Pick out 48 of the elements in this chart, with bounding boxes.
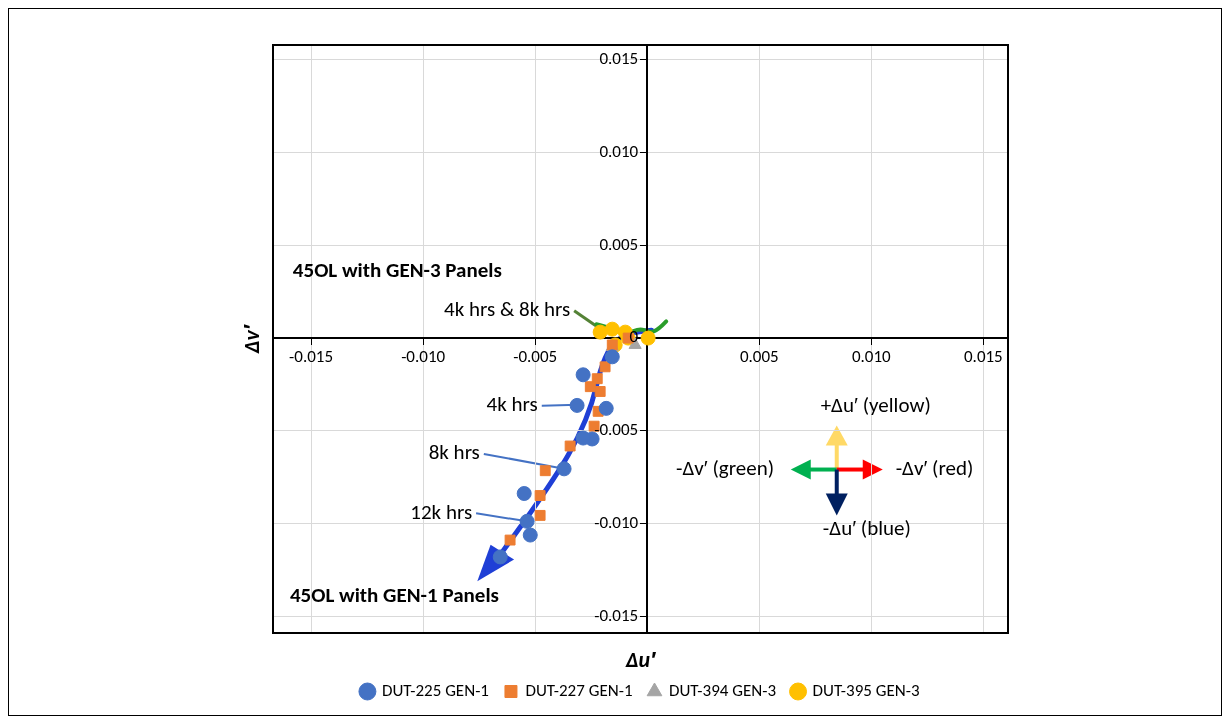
x-axis-title: Δu′ [624,645,658,673]
x-tick-label: -0.010 [401,345,446,367]
point [564,440,576,452]
x-tick-label: 0.010 [851,345,892,367]
annotation: -Δv′ (red) [895,455,974,482]
annotation: +Δu′ (yellow) [820,391,931,418]
point [604,349,620,365]
legend-label: DUT-225 GEN-1 [381,679,489,701]
point [640,330,656,346]
y-axis-title: Δv′ [237,323,265,355]
point [575,367,591,383]
x-tick-label: 0.005 [739,345,779,367]
point [599,361,611,373]
point [534,509,546,521]
y-tick-label: 0.010 [599,140,639,162]
annotation: -Δu′ (blue) [822,514,911,541]
point [575,430,591,446]
y-tick-label: -0.015 [594,604,639,626]
y-tick-label: -0.010 [594,511,639,533]
point [504,534,516,546]
annotation: 45OL with GEN-1 Panels [289,581,499,608]
point [534,490,546,501]
legend-label: DUT-395 GEN-3 [812,679,920,701]
annotation: -Δv′ (green) [675,455,775,482]
x-tick-label: 0.015 [963,345,1003,367]
legend-label: DUT-394 GEN-3 [669,679,777,701]
point [516,486,532,502]
point [522,527,538,543]
point [594,386,606,397]
x-tick-label: -0.015 [289,345,334,367]
annotation: 12k hrs [410,498,473,525]
point [598,400,614,416]
y-tick-label: -0.005 [594,419,639,441]
point [584,381,596,393]
point [604,321,620,337]
annotation: 8k hrs [428,439,480,466]
point [519,513,535,529]
annotation: 45OL with GEN-3 Panels [292,257,502,284]
annotation: 4k hrs & 8k hrs [444,296,571,323]
point [556,461,572,477]
annotation: 4k hrs [486,391,538,418]
point [569,397,585,413]
y-tick-label: 0.005 [599,233,639,255]
x-tick-label: -0.005 [513,345,558,367]
point [539,465,551,477]
y-tick-label: 0.015 [599,48,639,70]
point [592,324,608,340]
legend-label: DUT-227 GEN-1 [525,679,633,701]
